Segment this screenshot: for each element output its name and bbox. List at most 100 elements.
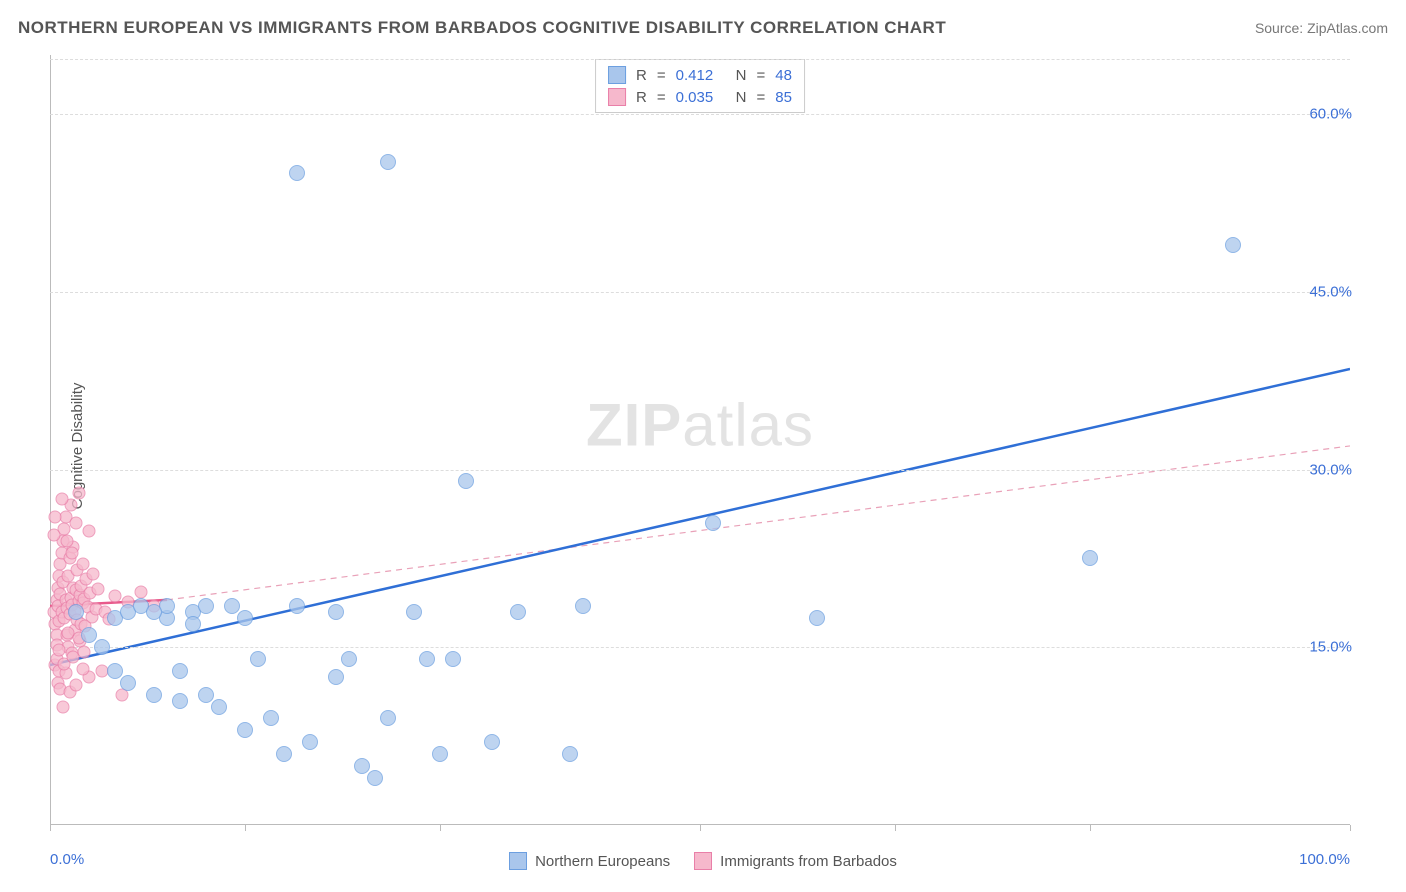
- equals-sign: =: [657, 67, 666, 84]
- data-point-a: [510, 604, 526, 620]
- data-point-b: [53, 643, 66, 656]
- gridline: [50, 292, 1350, 293]
- data-point-a: [146, 604, 162, 620]
- data-point-a: [302, 734, 318, 750]
- data-point-a: [380, 154, 396, 170]
- data-point-b: [66, 546, 79, 559]
- data-point-b: [109, 590, 122, 603]
- data-point-a: [289, 165, 305, 181]
- legend-label-b: Immigrants from Barbados: [720, 853, 897, 870]
- data-point-a: [185, 616, 201, 632]
- data-point-a: [198, 598, 214, 614]
- x-tick-mark: [245, 825, 246, 831]
- gridline: [50, 59, 1350, 60]
- x-tick-mark: [1350, 825, 1351, 831]
- data-point-a: [211, 699, 227, 715]
- data-point-a: [705, 515, 721, 531]
- gridline: [50, 647, 1350, 648]
- source-label: Source: ZipAtlas.com: [1255, 20, 1388, 36]
- x-tick-mark: [895, 825, 896, 831]
- data-point-a: [380, 710, 396, 726]
- data-point-b: [77, 646, 90, 659]
- data-point-a: [406, 604, 422, 620]
- data-point-b: [72, 487, 85, 500]
- data-point-a: [354, 758, 370, 774]
- legend-stats-row-a: R = 0.412 N = 48: [608, 64, 792, 86]
- data-point-a: [328, 604, 344, 620]
- y-tick-label: 30.0%: [1309, 461, 1352, 478]
- data-point-a: [445, 651, 461, 667]
- data-point-a: [367, 770, 383, 786]
- r-label: R: [636, 89, 647, 106]
- data-point-a: [107, 663, 123, 679]
- data-point-a: [120, 675, 136, 691]
- data-point-b: [49, 511, 62, 524]
- data-point-b: [47, 528, 60, 541]
- equals-sign: =: [757, 67, 766, 84]
- data-point-b: [76, 662, 89, 675]
- swatch-series-b-icon: [694, 852, 712, 870]
- swatch-series-a-icon: [608, 66, 626, 84]
- legend-stats-box: R = 0.412 N = 48 R = 0.035 N = 85: [595, 59, 805, 113]
- data-point-a: [146, 687, 162, 703]
- legend-item-b: Immigrants from Barbados: [694, 852, 897, 870]
- gridline: [50, 470, 1350, 471]
- data-point-b: [70, 516, 83, 529]
- n-label: N: [736, 67, 747, 84]
- chart-plot-area: ZIPatlas R = 0.412 N = 48 R = 0.035 N = …: [50, 55, 1350, 825]
- data-point-b: [70, 679, 83, 692]
- y-axis-line: [50, 55, 51, 825]
- data-point-a: [484, 734, 500, 750]
- x-tick-mark: [440, 825, 441, 831]
- legend-item-a: Northern Europeans: [509, 852, 670, 870]
- x-tick-mark: [700, 825, 701, 831]
- data-point-a: [562, 746, 578, 762]
- n-label: N: [736, 89, 747, 106]
- data-point-a: [68, 604, 84, 620]
- data-point-b: [55, 493, 68, 506]
- x-tick-mark: [50, 825, 51, 831]
- watermark: ZIPatlas: [586, 390, 814, 459]
- legend-stats-row-b: R = 0.035 N = 85: [608, 86, 792, 108]
- equals-sign: =: [657, 89, 666, 106]
- data-point-a: [237, 610, 253, 626]
- data-point-a: [263, 710, 279, 726]
- data-point-a: [250, 651, 266, 667]
- y-tick-label: 15.0%: [1309, 639, 1352, 656]
- data-point-b: [57, 700, 70, 713]
- data-point-a: [1225, 237, 1241, 253]
- data-point-a: [237, 722, 253, 738]
- swatch-series-a-icon: [509, 852, 527, 870]
- data-point-a: [341, 651, 357, 667]
- data-point-b: [92, 583, 105, 596]
- data-point-a: [172, 663, 188, 679]
- n-value-a: 48: [775, 67, 792, 84]
- data-point-a: [575, 598, 591, 614]
- gridline: [50, 114, 1350, 115]
- regression-lines-layer: [50, 55, 1350, 825]
- r-label: R: [636, 67, 647, 84]
- data-point-a: [809, 610, 825, 626]
- data-point-a: [81, 627, 97, 643]
- data-point-a: [276, 746, 292, 762]
- chart-title: NORTHERN EUROPEAN VS IMMIGRANTS FROM BAR…: [18, 18, 946, 38]
- y-tick-label: 45.0%: [1309, 283, 1352, 300]
- data-point-a: [172, 693, 188, 709]
- legend-label-a: Northern Europeans: [535, 853, 670, 870]
- equals-sign: =: [757, 89, 766, 106]
- x-tick-mark: [1090, 825, 1091, 831]
- data-point-a: [94, 639, 110, 655]
- data-point-a: [224, 598, 240, 614]
- data-point-a: [289, 598, 305, 614]
- data-point-a: [328, 669, 344, 685]
- r-value-a: 0.412: [676, 67, 726, 84]
- data-point-b: [83, 525, 96, 538]
- swatch-series-b-icon: [608, 88, 626, 106]
- data-point-a: [419, 651, 435, 667]
- data-point-b: [135, 585, 148, 598]
- legend-bottom: Northern Europeans Immigrants from Barba…: [0, 852, 1406, 870]
- y-tick-label: 60.0%: [1309, 106, 1352, 123]
- data-point-a: [198, 687, 214, 703]
- data-point-a: [1082, 550, 1098, 566]
- n-value-b: 85: [775, 89, 792, 106]
